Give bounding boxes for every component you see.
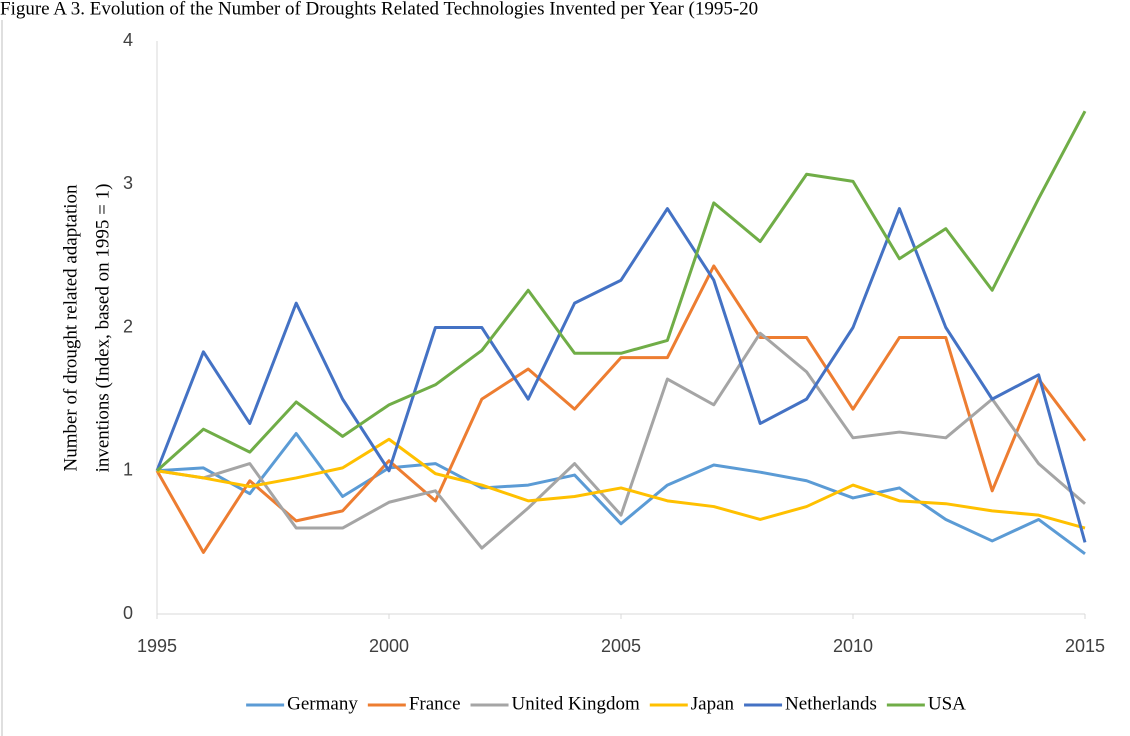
y-tick-label: 1: [123, 460, 133, 480]
legend-label: Japan: [691, 693, 735, 714]
series-line: [155, 264, 1087, 554]
x-tick-label: 2010: [833, 636, 873, 656]
legend-label: France: [409, 693, 461, 714]
x-tick-label: 2015: [1065, 636, 1105, 656]
series-line: [156, 437, 1086, 530]
x-tick-label: 2005: [601, 636, 641, 656]
legend-label: United Kingdom: [512, 693, 640, 714]
legend-label: Netherlands: [785, 693, 877, 714]
series-line: [155, 207, 1087, 543]
legend-label: USA: [928, 693, 966, 714]
y-tick-label: 2: [123, 316, 133, 336]
y-tick-label: 3: [123, 173, 133, 193]
y-axis-label-line: inventions (Index, based on 1995 = 1): [92, 184, 113, 473]
series-line: [156, 331, 1086, 550]
y-tick-label: 0: [123, 603, 133, 623]
x-tick-label: 2000: [369, 636, 409, 656]
y-axis-label: Number of drought related adaptation inv…: [60, 184, 113, 473]
y-axis-label-line: Number of drought related adaptation: [60, 184, 81, 472]
legend-label: Germany: [287, 693, 358, 714]
legend: Germany France United Kingdom Japan Netherla…: [246, 693, 966, 714]
x-tick-label: 1995: [137, 636, 177, 656]
series-line: [155, 110, 1087, 472]
series-line: [156, 432, 1086, 556]
y-tick-label: 4: [123, 30, 133, 50]
chart-title: Figure A 3. Evolution of the Number of D…: [0, 0, 758, 19]
